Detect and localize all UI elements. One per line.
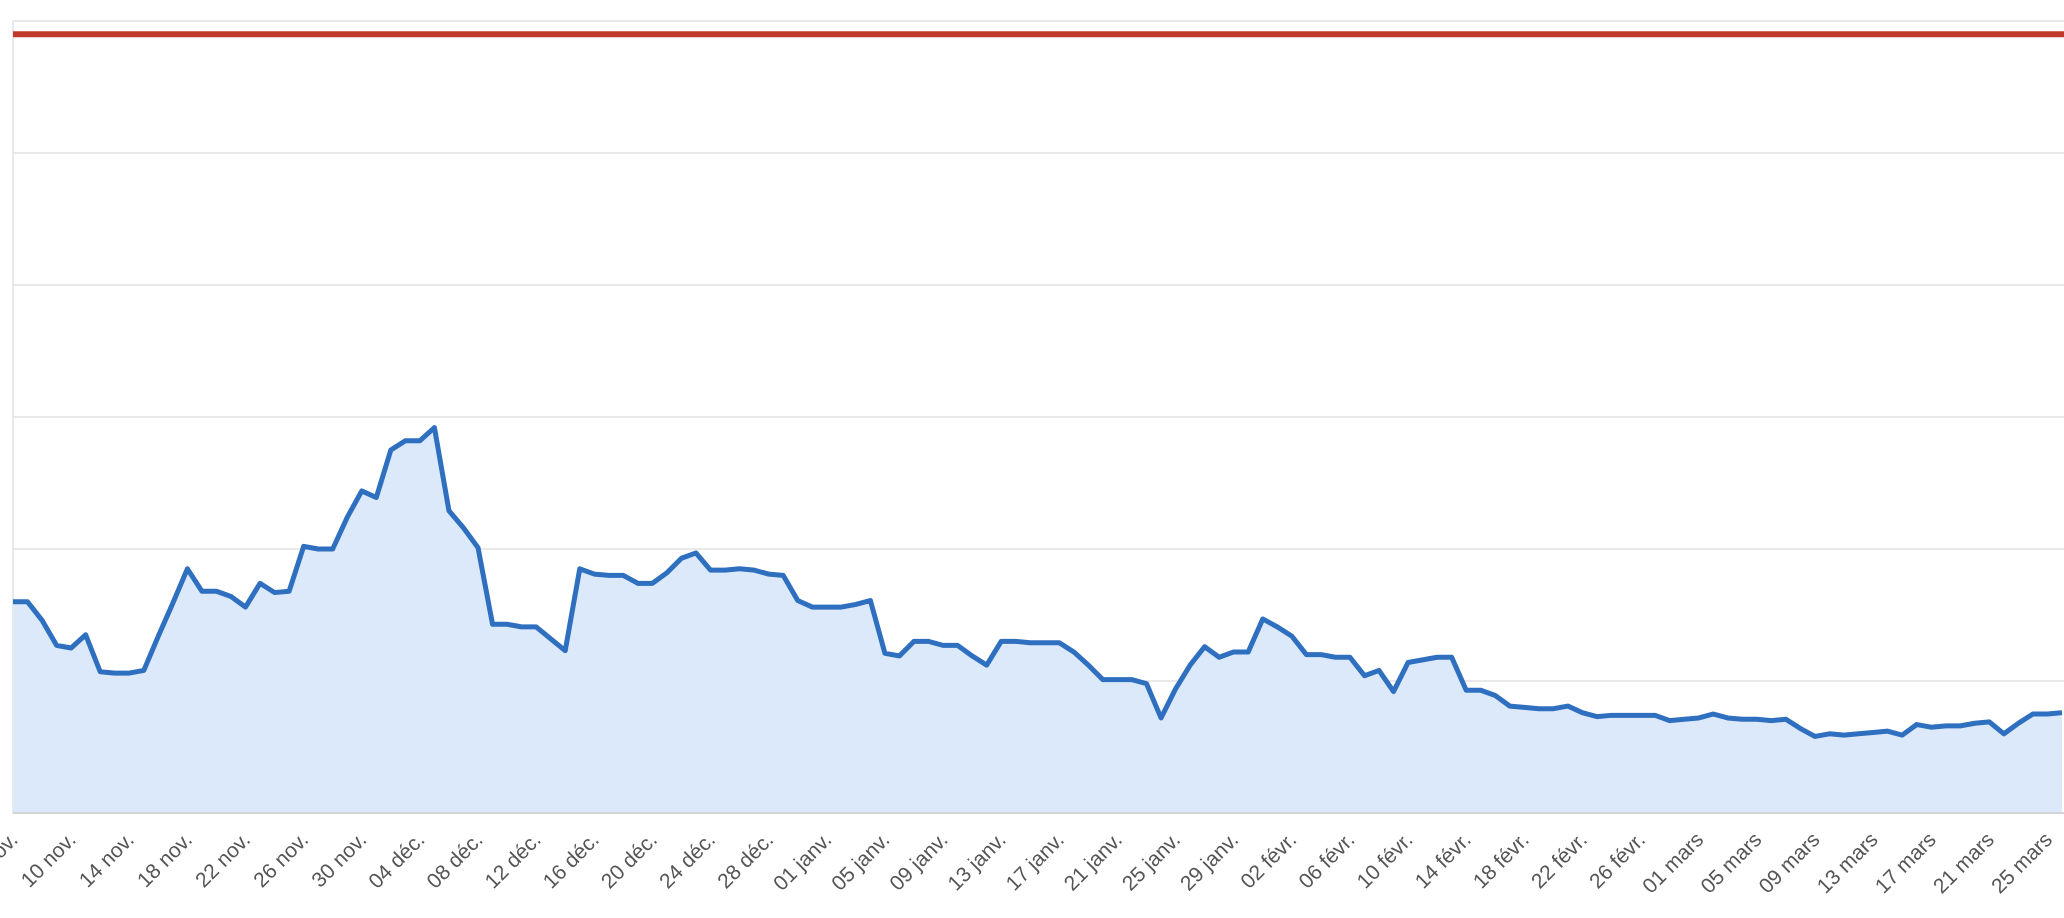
x-tick-label: 16 déc.	[539, 828, 604, 893]
x-tick-label: 17 mars	[1871, 828, 1941, 898]
x-tick-label: 26 nov.	[249, 828, 313, 892]
x-tick-label: 14 févr.	[1411, 828, 1476, 893]
x-tick-label: 21 janv.	[1060, 828, 1127, 895]
x-tick-label: 06 févr.	[1294, 828, 1359, 893]
x-tick-label: 30 nov.	[307, 828, 371, 892]
x-tick-label: 02 févr.	[1236, 828, 1301, 893]
x-tick-label: 13 mars	[1813, 828, 1883, 898]
x-tick-label: 04 déc.	[364, 828, 429, 893]
x-tick-label: 09 mars	[1755, 828, 1825, 898]
x-tick-label: 22 nov.	[191, 828, 255, 892]
x-tick-label: 25 mars	[1987, 828, 2057, 898]
x-tick-label: 18 nov.	[133, 828, 197, 892]
x-tick-label: 01 mars	[1638, 828, 1708, 898]
x-tick-label: 18 févr.	[1469, 828, 1534, 893]
x-tick-label: 05 janv.	[827, 828, 894, 895]
x-tick-label: 06 nov.	[0, 828, 23, 892]
x-tick-label: 12 déc.	[481, 828, 546, 893]
area-fill	[13, 427, 2062, 813]
x-tick-label: 10 févr.	[1353, 828, 1418, 893]
x-tick-label: 28 déc.	[713, 828, 778, 893]
x-tick-label: 22 févr.	[1527, 828, 1592, 893]
x-tick-label: 10 nov.	[17, 828, 81, 892]
x-tick-label: 13 janv.	[944, 828, 1011, 895]
x-tick-label: 17 janv.	[1002, 828, 1069, 895]
x-tick-label: 05 mars	[1696, 828, 1766, 898]
line	[13, 425, 2063, 739]
x-tick-label: 25 janv.	[1118, 828, 1185, 895]
x-tick-label: 14 nov.	[75, 828, 139, 892]
x-tick-label: 01 janv.	[769, 828, 836, 895]
x-tick-label: 20 déc.	[597, 828, 662, 893]
x-tick-label: 09 janv.	[885, 828, 952, 895]
x-tick-label: 21 mars	[1929, 828, 1999, 898]
x-tick-label: 29 janv.	[1176, 828, 1243, 895]
x-tick-label: 24 déc.	[655, 828, 720, 893]
x-tick-label: 08 déc.	[423, 828, 488, 893]
